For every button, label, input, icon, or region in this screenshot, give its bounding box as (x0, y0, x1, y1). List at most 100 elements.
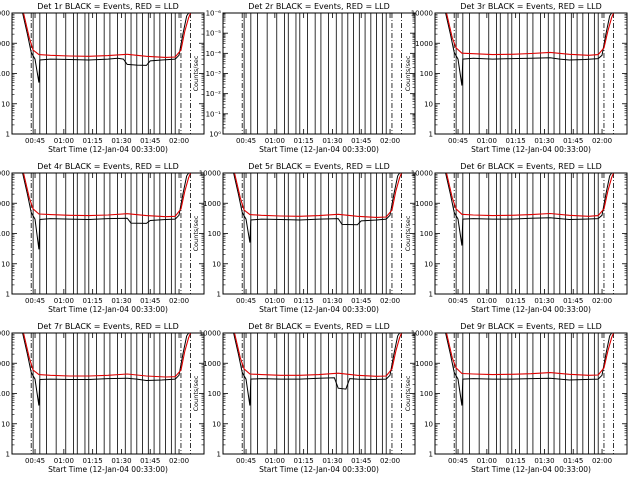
detector-chart-3: Det 3r BLACK = Events, RED = LLD Counts/s… (404, 2, 628, 154)
chart-title: Det 5r BLACK = Events, RED = LLD (248, 162, 390, 171)
x-tick-label: 02:00 (592, 457, 612, 465)
lld-series-line (233, 172, 403, 218)
x-tick-label: 01:30 (534, 297, 554, 305)
x-tick-label: 01:00 (265, 297, 285, 305)
y-tick-label: 1 (6, 131, 10, 139)
x-tick-label: 01:45 (351, 137, 371, 145)
x-tick-label: 01:15 (83, 457, 103, 465)
x-tick-label: 02:00 (380, 137, 400, 145)
y-tick-label: 10⁻³ (206, 70, 222, 78)
x-tick-label: 01:15 (506, 457, 526, 465)
x-tick-label: 01:15 (83, 137, 103, 145)
y-axis-label: Counts/sec (404, 375, 412, 411)
x-tick-label: 01:30 (111, 457, 131, 465)
events-series-line (22, 332, 190, 406)
y-tick-label: 10⁻⁶ (206, 10, 222, 18)
y-axis-label: Counts/sec (192, 215, 200, 251)
y-axis-label: Counts/sec (192, 55, 200, 91)
x-tick-label: 01:30 (111, 297, 131, 305)
x-tick-label: 01:00 (477, 297, 497, 305)
x-tick-label: 01:45 (563, 457, 583, 465)
x-tick-label: 01:30 (111, 137, 131, 145)
y-tick-label: 100 (0, 230, 10, 238)
x-tick-label: 02:00 (592, 137, 612, 145)
events-series-line (233, 172, 401, 243)
x-tick-label: 01:30 (322, 137, 342, 145)
x-axis-label: Start Time (12-Jan-04 00:33:00) (48, 305, 168, 314)
x-tick-label: 02:00 (380, 297, 400, 305)
y-tick-label: 10 (212, 260, 221, 268)
x-tick-label: 00:45 (448, 457, 468, 465)
x-tick-label: 01:15 (506, 297, 526, 305)
y-tick-label: 1 (6, 291, 10, 299)
y-tick-label: 1000 (415, 360, 433, 368)
x-axis-label: Start Time (12-Jan-04 00:33:00) (471, 145, 591, 154)
y-axis-label: Counts/sec (192, 375, 200, 411)
y-tick-label: 10000 (199, 170, 221, 178)
x-axis-label: Start Time (12-Jan-04 00:33:00) (259, 305, 379, 314)
events-series-line (445, 12, 613, 86)
x-axis-label: Start Time (12-Jan-04 00:33:00) (259, 465, 379, 474)
x-tick-label: 00:45 (448, 137, 468, 145)
y-tick-label: 100 (0, 390, 10, 398)
x-tick-label: 01:45 (563, 297, 583, 305)
chart-title: Det 3r BLACK = Events, RED = LLD (460, 2, 602, 11)
x-tick-label: 00:45 (236, 297, 256, 305)
x-tick-label: 01:30 (534, 137, 554, 145)
y-tick-label: 10 (1, 420, 10, 428)
y-tick-label: 100 (420, 390, 433, 398)
y-tick-label: 100 (0, 70, 10, 78)
y-tick-label: 10 (424, 260, 433, 268)
y-tick-label: 1 (429, 291, 433, 299)
y-tick-label: 10000 (0, 330, 10, 338)
lld-series-line (445, 332, 615, 376)
y-tick-label: 10⁻⁴ (206, 50, 222, 58)
y-tick-label: 1 (429, 451, 433, 459)
y-tick-label: 1000 (0, 360, 10, 368)
x-tick-label: 01:15 (294, 297, 314, 305)
x-tick-label: 01:45 (351, 457, 371, 465)
y-tick-label: 10 (424, 420, 433, 428)
x-tick-label: 01:15 (506, 137, 526, 145)
x-tick-label: 00:45 (448, 297, 468, 305)
chart-title: Det 1r BLACK = Events, RED = LLD (37, 2, 179, 11)
x-tick-label: 01:45 (351, 297, 371, 305)
x-tick-label: 02:00 (169, 297, 189, 305)
y-tick-label: 10000 (0, 10, 10, 18)
x-tick-label: 02:00 (169, 457, 189, 465)
lld-series-line (445, 12, 615, 56)
y-tick-label: 100 (208, 390, 221, 398)
detector-chart-2: Det 2r BLACK = Events, RED = LLD Counts/s… (192, 2, 416, 154)
lld-series-line (233, 332, 403, 377)
lld-series-line (22, 332, 192, 378)
chart-title: Det 2r BLACK = Events, RED = LLD (248, 2, 390, 11)
x-tick-label: 01:00 (477, 457, 497, 465)
x-tick-label: 02:00 (169, 137, 189, 145)
y-tick-label: 10000 (411, 170, 433, 178)
y-tick-label: 1000 (203, 360, 221, 368)
lld-series-line (22, 12, 192, 58)
y-tick-label: 10000 (411, 330, 433, 338)
events-series-line (445, 332, 613, 406)
y-tick-label: 1 (6, 451, 10, 459)
x-axis-label: Start Time (12-Jan-04 00:33:00) (471, 465, 591, 474)
detector-chart-6: Det 6r BLACK = Events, RED = LLD Counts/s… (404, 162, 628, 314)
y-tick-label: 1000 (415, 200, 433, 208)
y-tick-label: 10 (1, 260, 10, 268)
y-axis-label: Counts/sec (404, 215, 412, 251)
x-tick-label: 00:45 (25, 137, 45, 145)
x-tick-label: 01:45 (140, 137, 160, 145)
x-tick-label: 01:00 (54, 457, 74, 465)
chart-title: Det 9r BLACK = Events, RED = LLD (460, 322, 602, 331)
y-tick-label: 100 (420, 230, 433, 238)
y-tick-label: 10⁰ (209, 131, 221, 139)
x-tick-label: 01:00 (54, 137, 74, 145)
x-tick-label: 00:45 (236, 457, 256, 465)
y-tick-label: 10000 (411, 10, 433, 18)
y-tick-label: 1 (217, 451, 221, 459)
chart-title: Det 8r BLACK = Events, RED = LLD (248, 322, 390, 331)
detector-chart-9: Det 9r BLACK = Events, RED = LLD Counts/s… (404, 322, 628, 474)
y-tick-label: 1 (429, 131, 433, 139)
x-axis-label: Start Time (12-Jan-04 00:33:00) (259, 145, 379, 154)
